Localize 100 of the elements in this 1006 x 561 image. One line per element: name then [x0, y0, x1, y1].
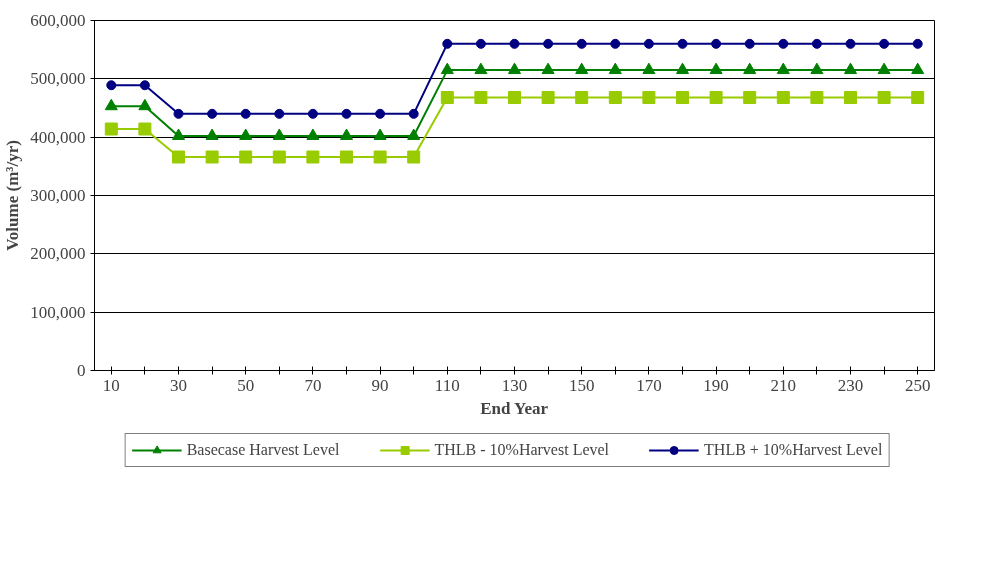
y-tick-label: 400,000: [30, 127, 86, 147]
x-tick-label: 170: [636, 375, 662, 395]
x-tick-label: 190: [703, 375, 729, 395]
point: [407, 128, 421, 140]
point: [911, 62, 925, 75]
point: [608, 62, 622, 75]
y-tick-label: 100,000: [30, 302, 86, 322]
y-tick-label: 600,000: [30, 11, 86, 30]
point: [508, 62, 521, 75]
x-tick-label: 30: [170, 375, 187, 395]
point: [407, 150, 421, 164]
point: [341, 108, 352, 119]
point: [877, 62, 891, 75]
point: [879, 38, 890, 49]
point: [608, 91, 622, 104]
point: [408, 108, 419, 119]
point: [711, 38, 722, 49]
point: [877, 91, 891, 104]
point: [373, 128, 387, 140]
x-tick-label: 10: [102, 375, 120, 395]
point: [810, 62, 824, 75]
point: [709, 62, 723, 75]
point: [676, 62, 689, 75]
point: [676, 91, 689, 104]
point: [709, 91, 723, 104]
point: [509, 38, 520, 49]
point: [272, 128, 286, 140]
point: [173, 108, 184, 119]
point: [373, 150, 387, 164]
point: [138, 98, 152, 111]
point: [810, 91, 824, 104]
legend-label: THLB - 10%Harvest Level: [434, 441, 610, 459]
point: [778, 38, 789, 49]
x-tick-label: 90: [371, 375, 389, 395]
point: [575, 91, 589, 104]
x-tick-label: 70: [304, 375, 322, 395]
point: [610, 38, 621, 49]
point: [274, 108, 285, 119]
point: [776, 91, 790, 104]
point: [575, 62, 589, 75]
point: [307, 108, 318, 119]
x-tick-label: 110: [434, 375, 460, 395]
point: [643, 38, 654, 49]
point: [541, 91, 555, 104]
point: [239, 128, 253, 140]
point: [677, 38, 688, 49]
point: [743, 62, 757, 75]
point: [440, 91, 454, 104]
point: [104, 122, 118, 136]
point: [576, 38, 587, 49]
point: [138, 122, 152, 136]
point: [240, 108, 251, 119]
point: [642, 91, 656, 104]
y-tick-label: 300,000: [30, 186, 86, 205]
point: [912, 38, 923, 49]
legend-label: THLB + 10%Harvest Level: [704, 441, 883, 459]
point: [474, 91, 488, 104]
x-tick-label: 150: [568, 375, 595, 395]
point: [340, 128, 353, 140]
point: [744, 38, 755, 49]
point: [474, 62, 488, 75]
point: [543, 38, 554, 49]
point: [776, 62, 790, 75]
point: [911, 91, 925, 104]
y-tick-label: 200,000: [30, 244, 86, 264]
point: [172, 128, 185, 140]
point: [207, 108, 218, 119]
y-tick-label: 500,000: [30, 69, 86, 89]
x-tick-label: 230: [837, 375, 864, 395]
point: [541, 62, 555, 75]
x-axis-title: End Year: [480, 398, 549, 418]
y-tick-label: 0: [77, 361, 86, 380]
point: [104, 98, 118, 111]
point: [845, 38, 856, 49]
point: [239, 150, 253, 164]
y-axis-title: Volume (m³/yr): [3, 140, 23, 251]
point: [205, 150, 219, 164]
point: [440, 62, 454, 75]
point: [205, 128, 219, 140]
x-tick-label: 50: [237, 375, 255, 395]
point: [508, 91, 521, 104]
point: [642, 62, 656, 75]
point: [139, 80, 150, 91]
point: [844, 62, 857, 75]
point: [743, 91, 757, 104]
point: [811, 38, 822, 49]
x-tick-label: 250: [904, 375, 931, 395]
point: [306, 150, 320, 164]
point: [306, 128, 320, 140]
point: [475, 38, 486, 49]
point: [172, 150, 185, 164]
point: [272, 150, 286, 164]
point: [844, 91, 857, 104]
x-tick-label: 210: [770, 375, 797, 395]
point: [106, 80, 117, 91]
x-tick-label: 130: [501, 375, 528, 395]
point: [442, 38, 453, 49]
legend-label: Basecase Harvest Level: [186, 441, 340, 459]
point: [340, 150, 353, 164]
point: [375, 108, 386, 119]
